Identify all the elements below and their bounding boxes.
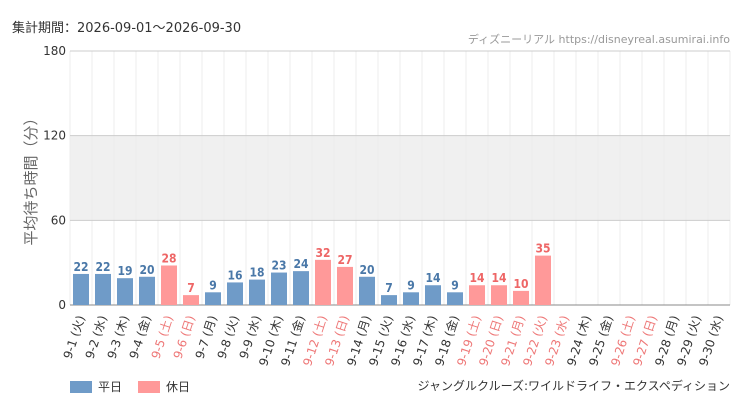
bar-value-label: 10 [513, 277, 528, 291]
bar-value-label: 9 [407, 278, 415, 292]
bar [315, 259, 331, 305]
bar-value-label: 35 [535, 242, 550, 256]
bar-value-label: 9 [209, 278, 217, 292]
bar-value-label: 22 [95, 260, 110, 274]
legend-weekday: 平日 [70, 378, 122, 395]
bar-value-label: 32 [315, 246, 330, 260]
bar [249, 279, 265, 305]
bar-value-label: 16 [227, 268, 242, 282]
bar-value-label: 18 [249, 266, 264, 280]
attraction-name: ジャングルクルーズ:ワイルドライフ・エクスペディション [417, 379, 730, 393]
legend: 平日 休日 [70, 378, 190, 395]
bar [491, 285, 507, 305]
bar [513, 290, 529, 305]
bar-value-label: 7 [385, 281, 393, 295]
bar [183, 295, 199, 305]
bar [139, 276, 155, 305]
bar-value-label: 20 [139, 263, 154, 277]
weekday-swatch [70, 380, 92, 393]
y-tick-label: 120 [43, 129, 66, 143]
legend-holiday: 休日 [138, 378, 190, 395]
legend-holiday-label: 休日 [166, 380, 191, 394]
holiday-swatch [138, 380, 161, 393]
bar-value-label: 27 [337, 253, 352, 267]
y-tick-label: 0 [58, 298, 66, 312]
period-label: 集計期間：2026-09-01～2026-09-30 [12, 21, 242, 36]
y-axis-label: 平均待ち時間（分） [22, 110, 40, 245]
bar [403, 292, 419, 305]
bar-value-label: 14 [491, 271, 507, 285]
bar-value-label: 14 [469, 271, 485, 285]
bar [161, 265, 177, 305]
bar-value-label: 14 [425, 271, 441, 285]
bar [535, 255, 551, 305]
bar [293, 271, 309, 305]
bar [425, 285, 441, 305]
bar-value-label: 24 [293, 257, 309, 271]
bar [447, 292, 463, 305]
bar [205, 292, 221, 305]
bar [271, 272, 287, 305]
bar [227, 282, 243, 305]
y-tick-label: 60 [51, 213, 66, 227]
bar [95, 273, 111, 305]
bar [469, 285, 485, 305]
source-label: ディズニーリアル https://disneyreal.asumirai.inf… [467, 33, 730, 46]
bar-value-label: 28 [161, 251, 176, 265]
bar [73, 273, 89, 305]
bar-value-label: 20 [359, 263, 374, 277]
bar-value-label: 9 [451, 278, 459, 292]
bar [117, 278, 133, 305]
bar [359, 276, 375, 305]
bar [337, 266, 353, 305]
bar [381, 295, 397, 305]
bar-value-label: 19 [117, 264, 132, 278]
y-tick-label: 180 [43, 44, 66, 58]
legend-weekday-label: 平日 [98, 380, 123, 394]
bar-value-label: 23 [271, 259, 286, 273]
bar-value-label: 7 [187, 281, 195, 295]
bar-value-label: 22 [73, 260, 88, 274]
